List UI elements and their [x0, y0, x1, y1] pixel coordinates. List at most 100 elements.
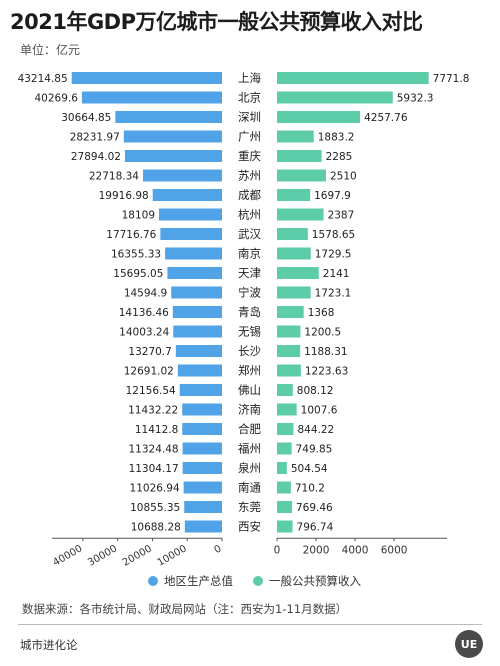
- data-label-gdp: 11324.48: [129, 444, 179, 456]
- data-label-gdp: 22718.34: [89, 171, 139, 183]
- bar-gdp: [184, 501, 222, 513]
- data-label-gdp: 11304.17: [129, 463, 179, 475]
- bar-revenue: [277, 286, 311, 299]
- category-label: 天津: [238, 266, 261, 280]
- category-label: 长沙: [238, 344, 261, 358]
- data-label-revenue: 844.22: [297, 424, 334, 436]
- bar-revenue: [277, 384, 293, 396]
- bar-revenue: [277, 481, 291, 494]
- data-label-revenue: 4257.76: [364, 112, 408, 124]
- bar-gdp: [171, 286, 222, 299]
- data-label-revenue: 1697.9: [314, 190, 351, 202]
- data-label-gdp: 11432.22: [128, 405, 178, 417]
- data-label-gdp: 10855.35: [130, 502, 180, 514]
- category-label: 苏州: [238, 169, 261, 183]
- data-label-gdp: 13270.7: [128, 346, 171, 358]
- bar-gdp: [175, 345, 222, 357]
- tick-label-gdp: 0: [212, 543, 223, 556]
- data-label-revenue: 796.74: [297, 522, 334, 534]
- category-label: 杭州: [238, 208, 261, 222]
- data-label-gdp: 30664.85: [61, 112, 111, 124]
- category-label: 合肥: [238, 422, 261, 436]
- bar-gdp: [159, 208, 222, 221]
- bar-gdp: [184, 520, 222, 533]
- bar-revenue: [277, 130, 314, 143]
- tick-label-gdp: 20000: [121, 543, 154, 566]
- bar-gdp: [183, 481, 222, 494]
- category-label: 广州: [238, 130, 261, 144]
- legend-item-revenue: 一般公共预算收入: [253, 573, 361, 589]
- legend-item-gdp: 地区生产总值: [148, 573, 233, 589]
- data-label-gdp: 10688.28: [131, 522, 181, 534]
- data-label-revenue: 1729.5: [315, 249, 352, 261]
- bar-revenue: [277, 462, 287, 474]
- bar-revenue: [277, 208, 324, 221]
- data-label-gdp: 17716.76: [106, 229, 156, 241]
- bar-gdp: [179, 384, 222, 396]
- chart-title: 2021年GDP万亿城市一般公共预算收入对比: [10, 10, 423, 34]
- category-label: 济南: [238, 403, 261, 417]
- bar-gdp: [172, 306, 222, 318]
- category-label: 东莞: [238, 500, 261, 514]
- legend-swatch-revenue: [253, 576, 263, 586]
- category-label: 郑州: [238, 364, 261, 378]
- bar-revenue: [277, 325, 301, 338]
- bar-gdp: [152, 189, 222, 201]
- data-label-revenue: 749.85: [296, 444, 333, 456]
- data-label-gdp: 11026.94: [130, 483, 180, 495]
- category-label: 宁波: [238, 286, 261, 300]
- data-label-revenue: 2510: [330, 171, 357, 183]
- data-label-gdp: 12156.54: [126, 385, 176, 397]
- category-label: 成都: [238, 188, 261, 202]
- bar-revenue: [277, 150, 322, 162]
- brand-name: 城市进化论: [20, 638, 78, 652]
- data-label-gdp: 14136.46: [119, 307, 169, 319]
- unit-label: 单位：亿元: [20, 43, 81, 57]
- bar-revenue: [277, 345, 301, 357]
- bar-gdp: [177, 364, 222, 377]
- data-label-gdp: 14594.9: [124, 288, 167, 300]
- divider: [18, 624, 482, 625]
- bar-gdp: [71, 72, 223, 84]
- data-label-revenue: 2141: [323, 268, 350, 280]
- data-label-revenue: 1368: [308, 307, 335, 319]
- data-label-revenue: 1007.6: [301, 405, 338, 417]
- data-label-gdp: 12691.02: [124, 366, 174, 378]
- category-label: 泉州: [238, 461, 261, 475]
- data-label-revenue: 1578.65: [312, 229, 355, 241]
- bar-gdp: [160, 228, 222, 240]
- legend-label-gdp: 地区生产总值: [164, 574, 233, 588]
- data-label-gdp: 40269.6: [35, 93, 79, 105]
- data-label-gdp: 11412.8: [135, 424, 178, 436]
- legend-swatch-gdp: [148, 576, 158, 586]
- bar-gdp: [165, 247, 222, 260]
- category-label: 南京: [238, 247, 261, 261]
- data-label-gdp: 18109: [122, 210, 155, 222]
- bar-revenue: [277, 111, 361, 123]
- tick-label-gdp: 10000: [156, 543, 189, 566]
- data-label-revenue: 2387: [328, 210, 355, 222]
- category-label: 无锡: [238, 325, 261, 339]
- bar-revenue: [277, 72, 429, 84]
- bar-gdp: [182, 462, 222, 474]
- bar-gdp: [167, 267, 222, 279]
- data-label-revenue: 808.12: [297, 385, 334, 397]
- data-label-gdp: 14003.24: [119, 327, 169, 339]
- category-label: 深圳: [238, 110, 261, 124]
- category-label: 南通: [238, 481, 261, 495]
- data-label-revenue: 1223.63: [305, 366, 348, 378]
- bar-revenue: [277, 169, 326, 182]
- butterfly-bar-chart: 43214.85 上海 7771.8 40269.6 北京 5932.3 30664.85 深…: [18, 71, 470, 566]
- bar-gdp: [142, 169, 222, 182]
- data-label-gdp: 27894.02: [71, 151, 121, 163]
- bar-gdp: [173, 325, 222, 338]
- category-label: 西安: [238, 520, 261, 534]
- bar-gdp: [182, 403, 222, 416]
- data-label-gdp: 28231.97: [70, 132, 120, 144]
- category-label: 重庆: [238, 149, 261, 163]
- data-label-revenue: 7771.8: [433, 73, 470, 85]
- category-label: 武汉: [238, 227, 261, 241]
- tick-label-revenue: 2000: [303, 544, 330, 556]
- data-label-revenue: 1188.31: [304, 346, 347, 358]
- bar-revenue: [277, 520, 293, 533]
